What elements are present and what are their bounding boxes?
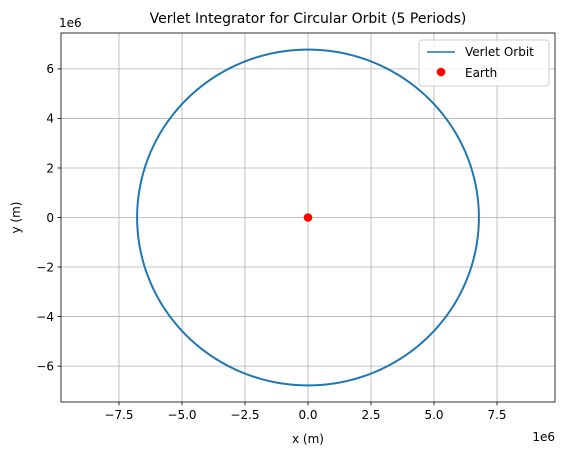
y-axis-label: y (m) bbox=[9, 202, 23, 234]
y-tick-label: 4 bbox=[46, 112, 54, 126]
x-tick-label: 7.5 bbox=[487, 408, 506, 422]
x-tick-label: −5.0 bbox=[167, 408, 196, 422]
earth-marker bbox=[303, 213, 313, 222]
y-tick-label: −6 bbox=[36, 359, 54, 373]
legend-entry-verlet-orbit: Verlet Orbit bbox=[465, 45, 534, 59]
y-tick-label: 2 bbox=[46, 161, 54, 175]
ticks: −7.5 −5.0 −2.5 0.0 2.5 5.0 7.5 −6 −4 −2 0 2 4 6 bbox=[36, 62, 506, 422]
orbit-line bbox=[136, 48, 480, 387]
legend-earth-swatch bbox=[436, 67, 446, 77]
legend: Verlet Orbit Earth bbox=[418, 39, 550, 87]
x-tick-label: 0.0 bbox=[298, 408, 317, 422]
y-tick-label: 0 bbox=[46, 211, 54, 225]
plot-data bbox=[136, 48, 480, 387]
y-tick-label: −2 bbox=[36, 260, 54, 274]
x-axis-label: x (m) bbox=[292, 432, 324, 446]
chart-title: Verlet Integrator for Circular Orbit (5 … bbox=[150, 11, 467, 27]
y-tick-label: 6 bbox=[46, 62, 54, 76]
x-tick-label: −7.5 bbox=[104, 408, 133, 422]
x-offset-label: 1e6 bbox=[532, 430, 555, 444]
x-tick-label: 5.0 bbox=[424, 408, 443, 422]
y-tick-label: −4 bbox=[36, 310, 54, 324]
y-offset-label: 1e6 bbox=[59, 16, 82, 30]
x-tick-label: 2.5 bbox=[361, 408, 380, 422]
x-tick-label: −2.5 bbox=[230, 408, 259, 422]
legend-entry-earth: Earth bbox=[465, 66, 497, 80]
